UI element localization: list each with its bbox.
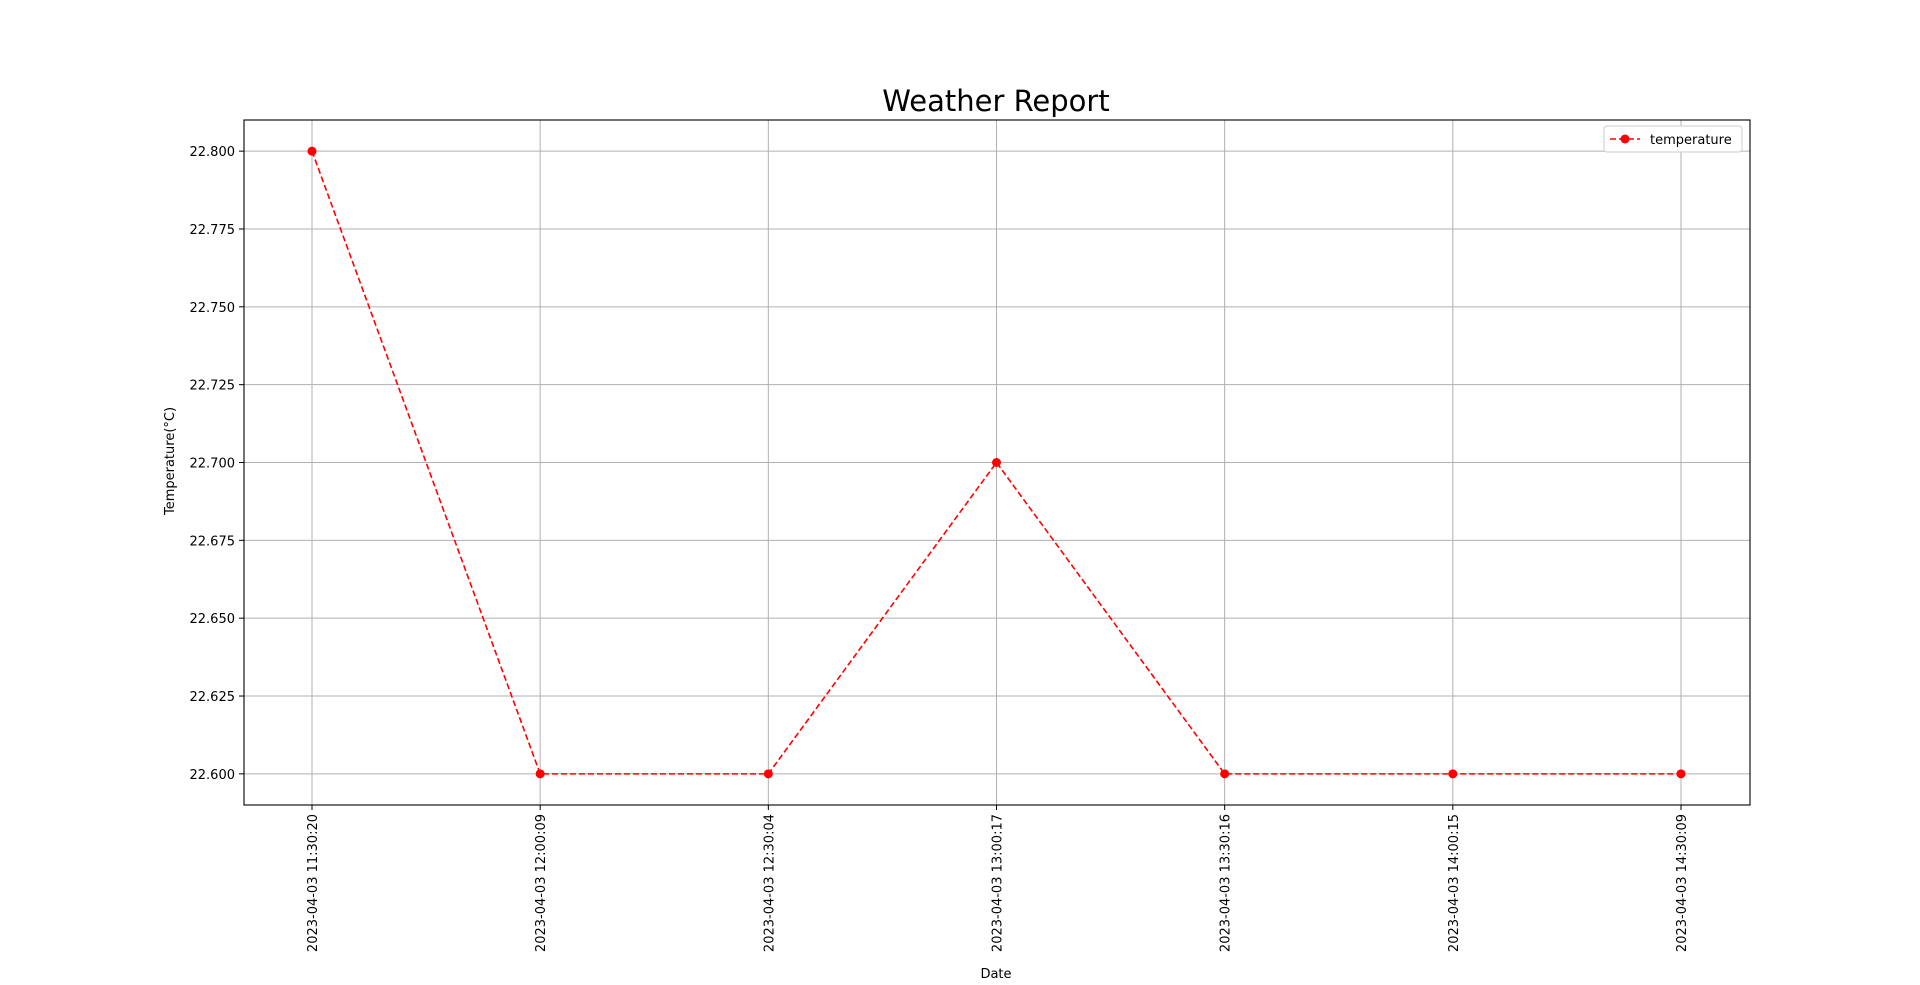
y-tick-label: 22.775	[190, 223, 236, 238]
x-tick-label: 2023-04-03 11:30:20	[306, 814, 321, 952]
legend-marker	[1620, 134, 1630, 144]
y-tick-label: 22.600	[190, 768, 236, 783]
y-tick-label: 22.625	[190, 690, 236, 705]
y-axis-label: Temperature(°C)	[163, 407, 178, 516]
data-point	[535, 769, 545, 779]
legend: temperature	[1603, 125, 1743, 153]
data-point	[1448, 769, 1458, 779]
legend-series-name: temperature	[1650, 133, 1732, 148]
y-tick-label: 22.725	[190, 379, 236, 394]
x-axis-label: Date	[980, 967, 1011, 982]
y-tick-label: 22.800	[190, 145, 236, 160]
y-tick-label: 22.650	[190, 612, 236, 627]
x-tick-label: 2023-04-03 13:00:17	[991, 814, 1006, 952]
data-point	[763, 769, 773, 779]
x-axis-ticks: 2023-04-03 11:30:20 2023-04-03 12:00:09 20…	[306, 805, 1690, 952]
data-point	[1676, 769, 1686, 779]
data-point	[307, 146, 317, 156]
series-layer	[307, 146, 1686, 779]
data-point	[1220, 769, 1230, 779]
x-tick-label: 2023-04-03 14:30:09	[1675, 814, 1690, 952]
y-axis-ticks: 22.600 22.625 22.650 22.675 22.700 22.725 22.7…	[190, 145, 244, 783]
y-tick-label: 22.750	[190, 301, 236, 316]
chart-title: Weather Report	[882, 84, 1109, 118]
data-point	[992, 458, 1001, 467]
x-tick-label: 2023-04-03 14:00:15	[1447, 814, 1462, 952]
legend-box	[1603, 125, 1743, 153]
x-tick-label: 2023-04-03 12:30:04	[762, 814, 777, 952]
x-tick-label: 2023-04-03 12:00:09	[534, 814, 549, 952]
y-tick-label: 22.675	[190, 534, 236, 549]
y-tick-label: 22.700	[190, 457, 236, 472]
x-tick-label: 2023-04-03 13:30:16	[1219, 814, 1234, 952]
